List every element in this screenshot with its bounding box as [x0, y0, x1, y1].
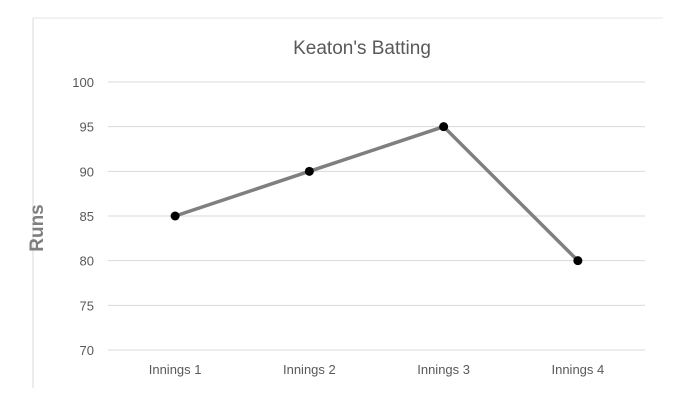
x-tick-label: Innings 3	[417, 362, 470, 377]
y-tick-label: 95	[80, 120, 94, 135]
y-tick-label: 100	[72, 75, 94, 90]
y-tick-label: 75	[80, 298, 94, 313]
gridlines	[108, 81, 645, 351]
y-tick-label: 90	[80, 164, 94, 179]
y-tick-label: 70	[80, 343, 94, 358]
chart-title: Keaton's Batting	[293, 38, 431, 59]
series-line	[174, 124, 580, 262]
y-tick-label: 85	[80, 209, 94, 224]
x-tick-label: Innings 2	[283, 362, 336, 377]
data-point	[170, 211, 180, 221]
x-tick-label: Innings 1	[149, 362, 202, 377]
data-point	[304, 166, 314, 176]
data-point	[439, 122, 449, 132]
x-tick-label: Innings 4	[551, 362, 604, 377]
y-axis-title: Runs	[27, 204, 48, 252]
data-point	[573, 256, 583, 266]
series	[170, 122, 583, 266]
y-tick-label: 80	[80, 254, 94, 269]
x-tick-labels: Innings 1 Innings 2 Innings 3 Innings 4	[149, 362, 605, 377]
y-tick-labels: 70 75 80 85 90 95 100	[72, 75, 94, 358]
